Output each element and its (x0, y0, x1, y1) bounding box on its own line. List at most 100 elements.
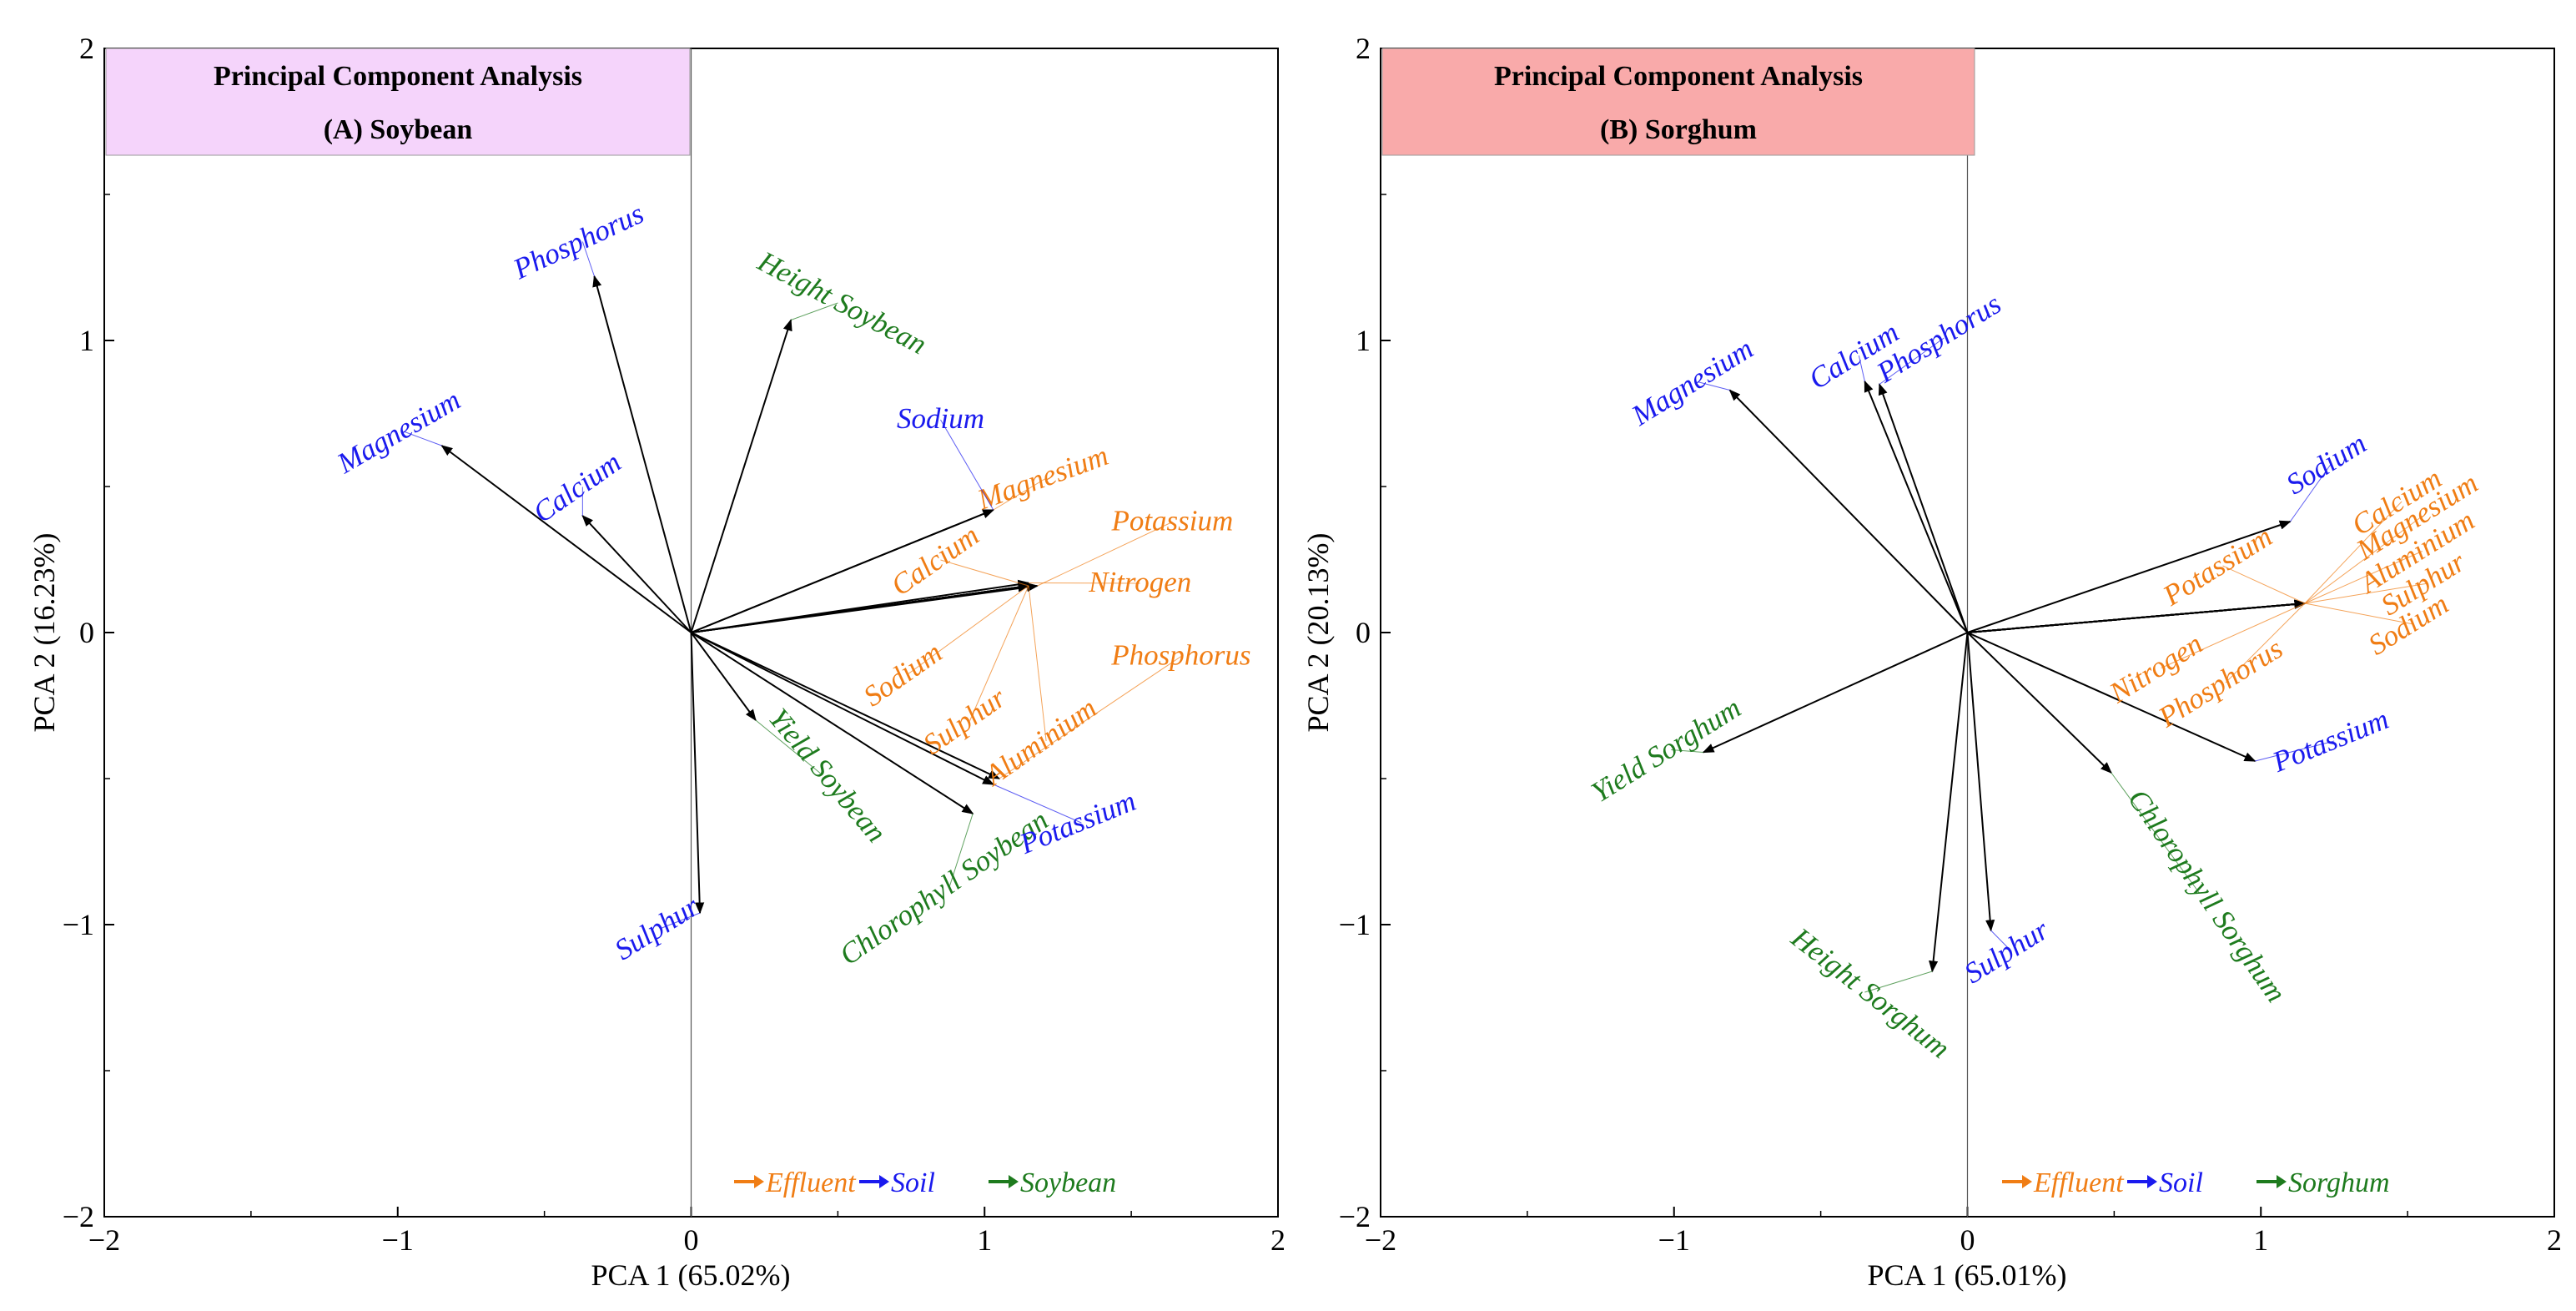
panel-a-leader-soil-sodium (940, 419, 994, 511)
panel-a-subtitle: (A) Soybean (324, 114, 473, 145)
panel-a-vector-soil-calcium (581, 514, 692, 633)
panel-a-vector-crop-chlorophyll-soybean (690, 632, 974, 814)
panel-a-vector-soil-sodium (691, 509, 995, 633)
panel-a-ytick-label: 2 (79, 32, 94, 65)
panel-b-xtick-label: 2 (2547, 1223, 2562, 1257)
panel-b-vector-crop-height-sorghum (1929, 632, 1969, 973)
panel-b-legend-crop: Sorghum (2288, 1167, 2390, 1198)
panel-b-ylabel: PCA 2 (20.13%) (1301, 532, 1335, 732)
panel-b-vector-soil-sulphur (1966, 632, 1995, 932)
panel-a-label-effluent-phosphorus: Phosphorus (1110, 639, 1250, 672)
panel-a-legend-arrowhead-crop (1009, 1175, 1019, 1188)
panel-a-vector-soil-phosphorus (592, 275, 692, 633)
panel-b-legend: Effluent Soil Sorghum (2002, 1167, 2390, 1198)
panel-b-vector-soil-phosphorus (1878, 383, 1969, 633)
panel-b-vector-soil-potassium (1967, 632, 2257, 762)
panel-a-vector-soil-potassium (691, 632, 995, 785)
panel-b-vector-effluent-phosphorus (1967, 599, 2307, 633)
panel-b-leader-effluent-sodium (2304, 603, 2414, 625)
panel-b-vector-soil-sodium (1967, 520, 2292, 633)
panel-a-xtick-label: 2 (1270, 1223, 1285, 1257)
panel-b-leader-effluent-aluminium (2304, 551, 2423, 604)
panel-b-xtick-label: 0 (1960, 1223, 1975, 1257)
panel-a-title: Principal Component Analysis (214, 61, 582, 92)
panel-b-leader-effluent-nitrogen (2161, 603, 2306, 668)
panel-b-leader-effluent-sulphur (2304, 582, 2428, 604)
panel-b-leader-soil-sodium (2290, 463, 2332, 522)
panel-b-ytick-label: 1 (1356, 324, 1371, 357)
panel-a-label-effluent-potassium: Potassium (1110, 505, 1233, 537)
panel-b-vector-crop-chlorophyll-sorghum (1966, 632, 2112, 774)
panel-b-leader-soil-sulphur (1990, 930, 2012, 952)
panel-a-vector-effluent-aluminium (691, 582, 1030, 633)
panel-b-ticks: −2 −1 0 1 2 −2 −1 0 1 2 (1339, 32, 2562, 1257)
panel-a-legend-soil: Soil (891, 1167, 935, 1198)
panel-a-leader-crop-height-soybean (790, 302, 838, 320)
panel-a-leader-effluent-sodium (908, 585, 1029, 674)
panel-b-vector-soil-magnesium (1728, 389, 1969, 633)
panel-a-legend-crop: Soybean (1020, 1167, 1116, 1198)
panel-a-leader-soil-magnesium (403, 431, 442, 446)
panel-a-leader-effluent-sulphur (969, 585, 1029, 721)
panel-a-ylabel: PCA 2 (16.23%) (28, 532, 61, 732)
panel-a-xtick-label: −2 (88, 1223, 120, 1257)
panel-a-leader-crop-chlorophyll-soybean (948, 813, 974, 888)
panel-a-legend: Effluent Soil Soybean (734, 1167, 1116, 1198)
panel-b-leader-soil-potassium (2255, 740, 2335, 762)
panel-b-subtitle: (B) Sorghum (1600, 114, 1757, 145)
panel-b-legend-arrowhead-crop (2277, 1175, 2287, 1188)
panel-a-vector-soil-sulphur (690, 632, 705, 915)
panel-a-ytick-label: 1 (79, 324, 94, 357)
panel-b-leader-soil-magnesium (1697, 381, 1730, 391)
panel-a-leader-crop-yield-soybean (755, 719, 821, 774)
panel-b-legend-arrowhead-soil (2147, 1175, 2157, 1188)
panel-a-label-soil-sodium: Sodium (897, 402, 984, 435)
panel-a-xtick-label: 0 (684, 1223, 699, 1257)
panel-a-leader-soil-phosphorus (581, 241, 595, 277)
panel-a-leader-effluent-calcium (940, 559, 1029, 587)
panel-b-legend-effluent: Effluent (2033, 1167, 2125, 1198)
panel-a-vector-effluent-phosphorus (691, 632, 1001, 779)
panel-a-legend-effluent: Effluent (765, 1167, 857, 1198)
panel-a-title-box (105, 48, 691, 156)
panel-a-vector-soil-magnesium (440, 445, 692, 633)
panel-a-ytick-label: −1 (63, 908, 94, 941)
panel-a-leader-effluent-magnesium (993, 477, 1047, 511)
panel-b-leader-crop-height-sorghum (1864, 971, 1933, 993)
panel-b-ytick-label: 0 (1356, 616, 1371, 649)
panel-b-xtick-label: 1 (2253, 1223, 2268, 1257)
panel-a-leader-effluent-phosphorus (999, 656, 1182, 779)
panel-b-leader-crop-yield-sorghum (1671, 749, 1703, 753)
panel-a-label-effluent-nitrogen: Nitrogen (1088, 566, 1191, 598)
panel-b-leader-crop-chlorophyll-sorghum (2111, 772, 2200, 894)
panel-a-legend-arrowhead-soil (879, 1175, 889, 1188)
panel-a-xlabel: PCA 1 (65.02%) (591, 1258, 790, 1292)
panel-a-ytick-label: −2 (63, 1200, 94, 1233)
panel-a-xtick-label: −1 (382, 1223, 414, 1257)
panel-b-legend-soil: Soil (2159, 1167, 2203, 1198)
panel-b-ytick-label: −1 (1339, 908, 1371, 941)
panel-a-legend-arrowhead-effluent (754, 1175, 764, 1188)
panel-a-ytick-label: 0 (79, 616, 94, 649)
panel-a-leader-soil-sulphur (662, 912, 701, 929)
panel-a-leader-effluent-aluminium (1028, 585, 1047, 742)
panel-b-xlabel: PCA 1 (65.01%) (1867, 1258, 2066, 1292)
panel-b-legend-arrowhead-effluent (2022, 1175, 2032, 1188)
panel-b-vector-soil-calcium (1864, 380, 1969, 633)
panel-b-vector-crop-yield-sorghum (1702, 632, 1968, 754)
panel-b-xtick-label: −2 (1365, 1223, 1396, 1257)
panel-b-vectors (1702, 380, 2307, 973)
panel-b-leader-effluent-phosphorus (2225, 603, 2306, 683)
panel-a-leader-soil-potassium (993, 784, 1082, 824)
panel-b-leader-effluent-magnesium (2304, 516, 2423, 604)
panel-b-leader-effluent-calcium (2304, 501, 2402, 604)
panel-b-leader-soil-phosphorus (1879, 337, 1945, 385)
panel-b-ytick-label: 2 (1356, 32, 1371, 65)
panel-b-leader-soil-calcium (1858, 355, 1865, 382)
panel-a-ticks: −2 −1 0 1 2 −2 −1 0 1 2 (63, 32, 1285, 1257)
panel-a-xtick-label: 1 (977, 1223, 992, 1257)
panel-b-title: Principal Component Analysis (1494, 61, 1863, 92)
